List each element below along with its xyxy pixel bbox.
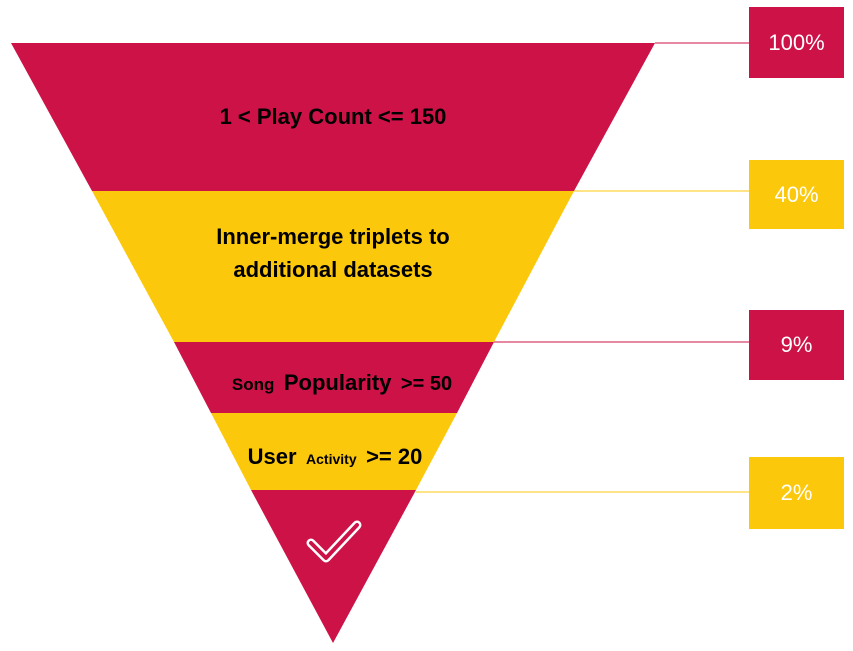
stage-3-label-main: Popularity xyxy=(284,370,392,395)
stage-2-label-line1: Inner-merge triplets to xyxy=(216,224,449,249)
stage-4-label: User Activity >= 20 xyxy=(248,444,423,469)
percentage-box-9: 9% xyxy=(749,310,844,380)
stage-3-label-small: Song xyxy=(232,375,275,394)
stage-3-label-end: >= 50 xyxy=(401,373,452,395)
stage-3-label: Song Popularity >= 50 xyxy=(232,370,452,395)
percentage-box-100: 100% xyxy=(749,7,844,78)
percentage-label: 9% xyxy=(780,332,813,357)
funnel-stage-3 xyxy=(174,342,494,413)
funnel-stage-1 xyxy=(11,43,655,191)
percentage-label: 100% xyxy=(768,29,825,55)
percentage-label: 40% xyxy=(774,181,819,207)
stage-4-label-end: >= 20 xyxy=(366,444,422,469)
percentage-box-40: 40% xyxy=(749,160,844,229)
stage-4-label-main: User xyxy=(248,444,297,469)
percentage-label: 2% xyxy=(780,480,813,505)
funnel-stage-4 xyxy=(211,413,457,490)
stage-1-label: 1 < Play Count <= 150 xyxy=(220,104,447,129)
funnel-stage-2 xyxy=(92,191,574,342)
percentage-box-2: 2% xyxy=(749,457,844,529)
stage-4-label-small: Activity xyxy=(306,451,357,467)
checkmark-icon xyxy=(306,520,362,563)
stage-2-label-line2: additional datasets xyxy=(233,257,432,282)
funnel-stage-5 xyxy=(251,490,416,643)
